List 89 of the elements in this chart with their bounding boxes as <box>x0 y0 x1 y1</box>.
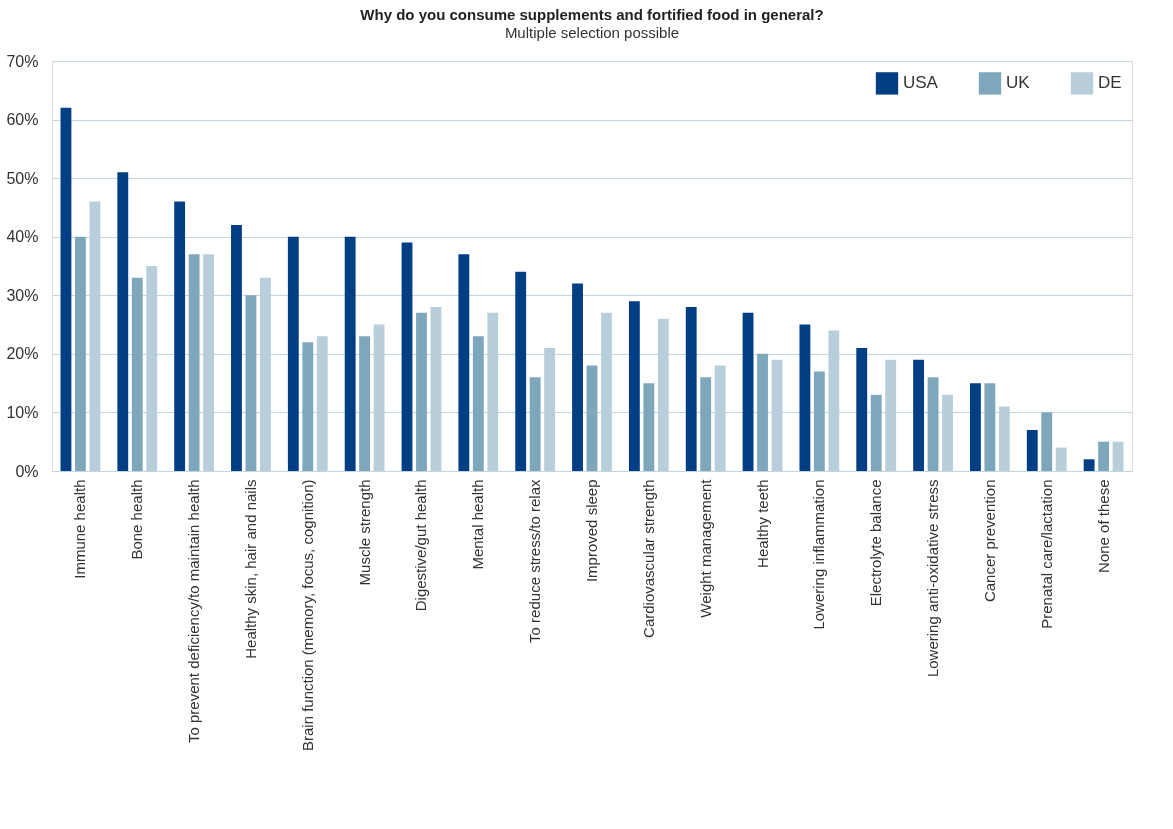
bar <box>813 371 825 471</box>
bar <box>146 266 158 471</box>
bar <box>401 242 413 471</box>
legend-label: UK <box>1006 73 1031 93</box>
bar <box>75 236 86 471</box>
bar <box>856 348 868 471</box>
bar <box>231 225 242 471</box>
chart-title: Why do you consume supplements and fortified food in general? <box>360 6 824 23</box>
x-tick-label: Improved sleep <box>583 479 600 583</box>
bar <box>742 312 754 471</box>
bar <box>515 271 527 471</box>
bar <box>601 312 612 471</box>
bar <box>430 307 442 471</box>
bar <box>302 342 314 471</box>
bar <box>544 348 556 471</box>
bar <box>60 107 72 471</box>
x-tick-label: To reduce stress/to relax <box>526 479 544 643</box>
bar <box>998 406 1010 471</box>
bar <box>572 283 583 471</box>
bar <box>316 336 328 471</box>
y-tick-label: 0% <box>15 462 39 480</box>
bar <box>628 301 640 471</box>
bar <box>1083 459 1095 471</box>
bar <box>117 172 129 471</box>
bar <box>799 324 811 471</box>
bar <box>458 254 470 471</box>
bar <box>885 359 897 471</box>
bar <box>970 383 981 471</box>
y-tick-label: 30% <box>6 286 39 304</box>
y-tick-label: 20% <box>6 345 39 363</box>
bar <box>913 359 925 471</box>
bar <box>757 353 768 471</box>
bar <box>487 312 499 471</box>
bar <box>685 307 697 471</box>
x-tick-label: Cancer prevention <box>980 479 998 603</box>
bar <box>373 324 385 471</box>
bar <box>1112 441 1124 471</box>
x-tick-label: Cardiovascular strength <box>639 479 657 638</box>
y-tick-label: 50% <box>6 169 39 187</box>
legend-label: DE <box>1098 73 1122 93</box>
bar <box>1055 447 1067 471</box>
bar <box>245 295 257 471</box>
bar <box>927 377 939 471</box>
bar <box>89 201 101 471</box>
bar <box>188 254 200 471</box>
x-tick-label: Muscle strength <box>355 479 373 586</box>
bar <box>643 383 655 471</box>
bar <box>942 394 953 471</box>
bar <box>344 236 356 471</box>
x-tick-label: Lowering inflammation <box>810 479 828 630</box>
bar <box>586 365 598 471</box>
bar <box>700 377 712 471</box>
bar <box>416 312 427 471</box>
bar <box>1026 430 1038 471</box>
x-tick-label: Bone health <box>128 479 146 560</box>
bar <box>714 365 726 471</box>
x-tick-label: Lowering anti-oxidative stress <box>924 479 942 678</box>
bar <box>984 383 996 471</box>
x-tick-label: Digestive/gut health <box>412 479 430 612</box>
x-tick-label: None of these <box>1094 479 1112 573</box>
bar <box>870 394 882 471</box>
x-tick-label: Immune health <box>71 479 89 579</box>
bar <box>359 336 371 471</box>
y-tick-label: 10% <box>6 403 39 421</box>
bar <box>259 277 271 471</box>
x-tick-label: Brain function (memory, focus, cognition) <box>298 479 316 752</box>
x-tick-label: Prenatal care/lactation <box>1037 479 1055 629</box>
bar <box>657 318 669 471</box>
bar <box>174 201 186 471</box>
bar <box>1041 412 1053 471</box>
bar <box>771 359 783 471</box>
bar <box>1098 441 1109 471</box>
x-tick-label: Electrolyte balance <box>867 479 885 607</box>
x-tick-label: To prevent deficiency/to maintain health <box>185 479 203 743</box>
y-tick-label: 60% <box>6 111 39 129</box>
y-tick-label: 40% <box>6 228 39 246</box>
chart-subtitle: Multiple selection possible <box>504 24 680 41</box>
bar <box>529 377 541 471</box>
bar <box>203 254 214 471</box>
x-tick-label: Healthy teeth <box>753 479 771 568</box>
bar <box>828 330 840 471</box>
bar <box>287 236 299 471</box>
x-tick-label: Weight management <box>696 478 714 618</box>
bar <box>472 336 484 471</box>
legend-label: USA <box>903 73 939 93</box>
x-tick-label: Mental health <box>469 479 487 570</box>
y-tick-label: 70% <box>6 52 39 70</box>
x-tick-label: Healthy skin, hair and nails <box>241 479 259 659</box>
bar <box>131 277 143 471</box>
